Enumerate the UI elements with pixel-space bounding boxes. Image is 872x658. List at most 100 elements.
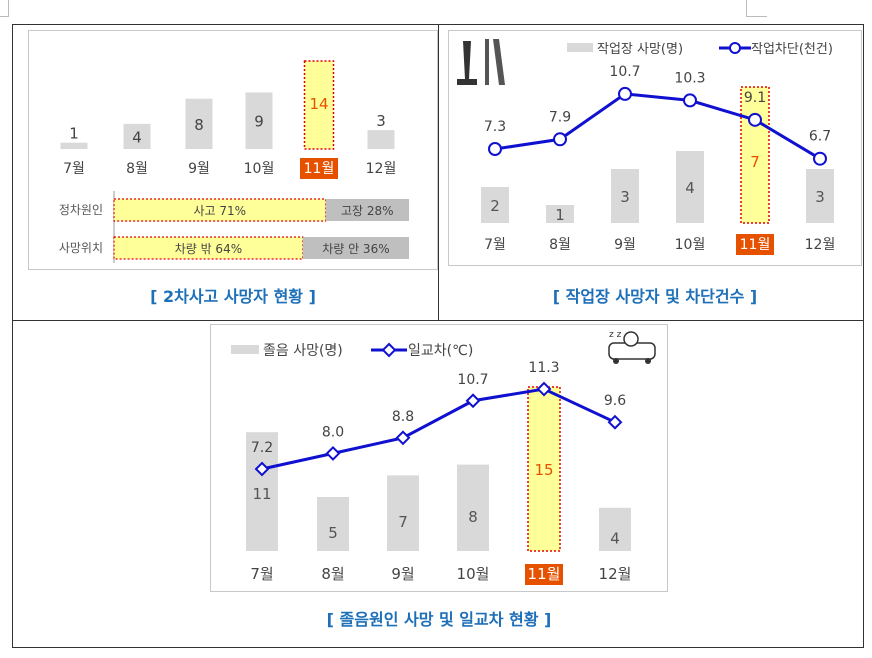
line-point	[395, 430, 411, 446]
caption-panel-2: [ 작업장 사망자 및 차단건수 ]	[552, 287, 758, 306]
month-label: 12월	[805, 237, 836, 253]
legend-bar-swatch	[567, 43, 593, 52]
line-point	[607, 414, 623, 430]
line-value-label: 7.9	[549, 109, 571, 125]
month-label: 9월	[188, 161, 210, 177]
data-label: 1	[69, 125, 79, 143]
bar	[246, 432, 278, 551]
line-value-label: 6.7	[809, 129, 831, 145]
data-label: 11	[252, 485, 271, 503]
month-highlight-box	[736, 234, 774, 255]
line-point	[325, 445, 341, 461]
legend-bar-label: 작업장 사망(명)	[597, 42, 683, 57]
data-label: 4	[685, 179, 695, 197]
data-label: 1	[555, 206, 565, 224]
month-highlight-box	[300, 158, 338, 179]
legend-line-label: 작업차단(천건)	[751, 42, 833, 57]
line-point	[254, 461, 270, 477]
breakdown-row-label: 정차원인	[59, 203, 103, 217]
svg-text:z z: z z	[609, 330, 622, 340]
highlight-bar	[527, 386, 561, 552]
chart-panel-3: z z 졸음 사망(명) 일교차(℃) 11 5 7 8 15 4 7.2 8.0 8.8 10.7 11…	[210, 324, 668, 592]
bar	[123, 123, 151, 149]
month-label: 11월	[528, 565, 561, 583]
line-value-label: 8.8	[392, 409, 414, 425]
month-label: 8월	[549, 237, 571, 253]
data-label: 7	[398, 513, 408, 531]
bar	[185, 98, 213, 149]
series-line	[494, 92, 821, 161]
line-point	[813, 151, 827, 166]
caption-panel-1: [ 2차사고 사망자 현황 ]	[150, 287, 316, 306]
line-value-label: 10.7	[457, 372, 488, 388]
legend-line-marker	[729, 42, 741, 54]
line-value-label: 9.6	[604, 393, 626, 409]
line-value-label: 8.0	[322, 424, 344, 440]
drowsy-driver-icon: z z	[608, 330, 656, 364]
month-label: 10월	[244, 161, 275, 177]
data-label: 8	[468, 508, 478, 526]
caption-panel-3: [ 졸음원인 사망 및 일교차 현황 ]	[326, 610, 552, 629]
month-highlight-box	[525, 564, 563, 585]
line-value-label: 10.7	[609, 64, 640, 80]
legend-bar-swatch	[231, 345, 259, 354]
month-label: 7월	[484, 237, 506, 253]
data-label: 5	[328, 524, 338, 542]
drowsy-chart: z z 졸음 사망(명) 일교차(℃) 11 5 7 8 15 4 7.2 8.0 8.8 10.7 11…	[231, 330, 656, 585]
bar	[611, 169, 639, 223]
bar	[599, 507, 631, 551]
breakdown-segment-label: 사고 71%	[193, 204, 246, 218]
data-label: 9	[254, 113, 264, 131]
line-point	[748, 112, 762, 127]
chart-panel-1: 1 4 8 9 14 3 7월 8월 9월 10월 11월 12월 정차원인 사고 71% 고장 28% 사망…	[28, 30, 438, 270]
data-label: 2	[490, 197, 500, 215]
bar	[806, 169, 834, 223]
month-label: 11월	[304, 161, 335, 177]
data-label: 15	[534, 461, 553, 479]
highlight-bar	[303, 60, 335, 150]
middle-divider	[438, 24, 439, 321]
breakdown-segment	[302, 237, 409, 259]
bar	[481, 187, 509, 223]
bar	[387, 475, 419, 551]
chart-panel-2: 작업장 사망(명) 작업차단(천건) 2 1 3 4 7 3 7.3 7.9 10.7 10.3 9.1…	[448, 30, 862, 266]
data-label: 7	[750, 153, 760, 171]
bar	[317, 497, 349, 551]
data-label: 4	[610, 529, 620, 547]
bar	[367, 130, 395, 149]
line-value-label: 7.2	[251, 440, 273, 456]
road-cone-icon	[457, 39, 505, 85]
line-point	[553, 132, 567, 147]
data-label: 3	[376, 112, 386, 130]
month-label: 12월	[599, 565, 632, 583]
page-corner-right	[746, 0, 767, 17]
breakdown-segment-label: 고장 28%	[341, 204, 394, 218]
legend-line-label: 일교차(℃)	[408, 343, 473, 359]
breakdown-segment-label: 차량 안 36%	[322, 242, 389, 256]
month-label: 8월	[126, 161, 148, 177]
series-line	[261, 387, 616, 471]
data-label: 14	[309, 95, 328, 113]
month-label: 9월	[391, 565, 414, 583]
month-label: 11월	[740, 237, 771, 253]
line-point	[683, 93, 697, 108]
breakdown-segment	[325, 199, 409, 221]
month-label: 12월	[366, 161, 397, 177]
page-corner-left	[0, 0, 9, 17]
breakdown-row-label: 사망위치	[59, 241, 103, 255]
work-zone-chart: 작업장 사망(명) 작업차단(천건) 2 1 3 4 7 3 7.3 7.9 10.7 10.3 9.1…	[457, 39, 836, 255]
month-label: 10월	[457, 565, 490, 583]
breakdown-segment-label: 차량 밖 64%	[175, 242, 242, 256]
month-label: 7월	[63, 161, 85, 177]
line-value-label: 9.1	[744, 90, 766, 106]
line-value-label: 10.3	[674, 70, 705, 86]
data-label: 3	[620, 188, 630, 206]
line-value-label: 7.3	[484, 119, 506, 135]
line-point	[465, 393, 481, 409]
month-label: 7월	[250, 565, 273, 583]
month-label: 8월	[321, 565, 344, 583]
bar	[245, 92, 273, 149]
line-point	[488, 142, 502, 156]
line-point	[536, 381, 552, 397]
